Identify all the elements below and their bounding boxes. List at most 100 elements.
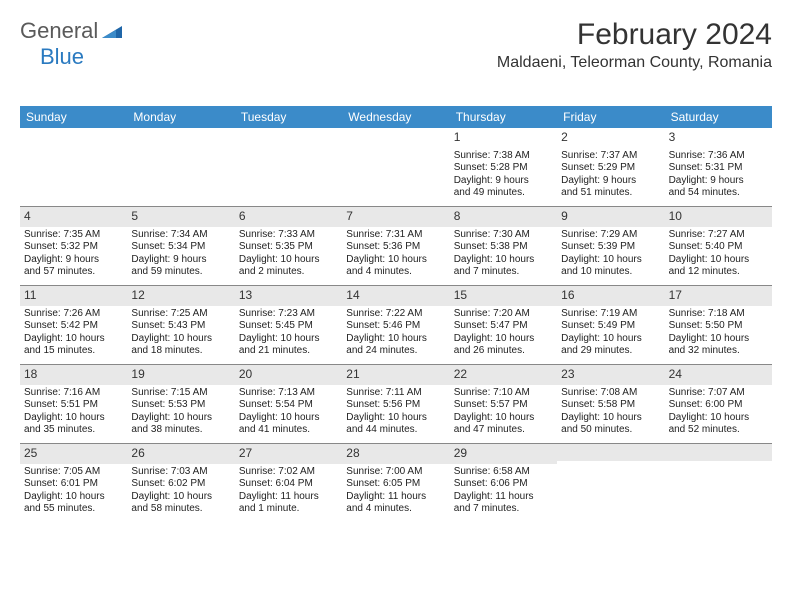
header: General February 2024 Maldaeni, Teleorma…	[20, 18, 772, 72]
daylight-text: Daylight: 10 hours	[24, 412, 123, 425]
calendar-cell: 8Sunrise: 7:30 AMSunset: 5:38 PMDaylight…	[450, 207, 557, 285]
daylight-text: Daylight: 9 hours	[561, 175, 660, 188]
sunset-text: Sunset: 5:57 PM	[454, 399, 553, 412]
day-number: 19	[131, 367, 144, 381]
sunset-text: Sunset: 5:40 PM	[669, 241, 768, 254]
sunset-text: Sunset: 5:42 PM	[24, 320, 123, 333]
day-number-row: 19	[127, 365, 234, 385]
daylight-text: and 12 minutes.	[669, 266, 768, 279]
day-number: 15	[454, 288, 467, 302]
sunset-text: Sunset: 5:46 PM	[346, 320, 445, 333]
sunrise-text: Sunrise: 7:03 AM	[131, 466, 230, 479]
daylight-text: and 29 minutes.	[561, 345, 660, 358]
day-number: 7	[346, 209, 353, 223]
daylight-text: and 55 minutes.	[24, 503, 123, 516]
sunrise-text: Sunrise: 7:16 AM	[24, 387, 123, 400]
sunrise-text: Sunrise: 7:34 AM	[131, 229, 230, 242]
sunrise-text: Sunrise: 7:36 AM	[669, 150, 768, 163]
day-number: 25	[24, 446, 37, 460]
day-number-row: 23	[557, 365, 664, 385]
sunrise-text: Sunrise: 7:35 AM	[24, 229, 123, 242]
sunrise-text: Sunrise: 7:38 AM	[454, 150, 553, 163]
calendar-cell: 12Sunrise: 7:25 AMSunset: 5:43 PMDayligh…	[127, 286, 234, 364]
daylight-text: Daylight: 11 hours	[454, 491, 553, 504]
day-number: 12	[131, 288, 144, 302]
sunset-text: Sunset: 5:32 PM	[24, 241, 123, 254]
daylight-text: Daylight: 10 hours	[346, 254, 445, 267]
sunset-text: Sunset: 6:04 PM	[239, 478, 338, 491]
daylight-text: Daylight: 9 hours	[24, 254, 123, 267]
title-block: February 2024 Maldaeni, Teleorman County…	[497, 18, 772, 72]
calendar-cell: 11Sunrise: 7:26 AMSunset: 5:42 PMDayligh…	[20, 286, 127, 364]
day-number-row: 5	[127, 207, 234, 227]
day-number-row	[665, 444, 772, 461]
daylight-text: Daylight: 11 hours	[239, 491, 338, 504]
day-number: 21	[346, 367, 359, 381]
day-number: 11	[24, 288, 36, 302]
calendar-cell: 6Sunrise: 7:33 AMSunset: 5:35 PMDaylight…	[235, 207, 342, 285]
day-number-row: 18	[20, 365, 127, 385]
day-number: 13	[239, 288, 252, 302]
day-header-row: Sunday Monday Tuesday Wednesday Thursday…	[20, 106, 772, 128]
daylight-text: Daylight: 10 hours	[561, 412, 660, 425]
location-text: Maldaeni, Teleorman County, Romania	[497, 54, 772, 72]
day-header-thu: Thursday	[450, 106, 557, 128]
sunrise-text: Sunrise: 7:31 AM	[346, 229, 445, 242]
day-number-row: 16	[557, 286, 664, 306]
day-number-row: 7	[342, 207, 449, 227]
daylight-text: and 2 minutes.	[239, 266, 338, 279]
calendar-cell: 4 Sunrise: 7:35 AMSunset: 5:32 PMDaylight…	[20, 207, 127, 285]
sunrise-text: Sunrise: 7:22 AM	[346, 308, 445, 321]
day-header-sat: Saturday	[665, 106, 772, 128]
daylight-text: and 38 minutes.	[131, 424, 230, 437]
day-number-row: 24	[665, 365, 772, 385]
day-number: 18	[24, 367, 37, 381]
daylight-text: and 21 minutes.	[239, 345, 338, 358]
logo-triangle-icon	[102, 22, 122, 43]
day-number-row: 13	[235, 286, 342, 306]
calendar-cell: 22Sunrise: 7:10 AMSunset: 5:57 PMDayligh…	[450, 365, 557, 443]
daylight-text: Daylight: 10 hours	[669, 412, 768, 425]
day-number-row: 17	[665, 286, 772, 306]
day-number: 4	[24, 209, 31, 223]
daylight-text: Daylight: 10 hours	[131, 333, 230, 346]
daylight-text: Daylight: 10 hours	[131, 412, 230, 425]
sunrise-text: Sunrise: 7:13 AM	[239, 387, 338, 400]
calendar-cell	[557, 444, 664, 522]
sunrise-text: Sunrise: 7:00 AM	[346, 466, 445, 479]
sunrise-text: Sunrise: 7:30 AM	[454, 229, 553, 242]
day-number-row: 9	[557, 207, 664, 227]
calendar-cell	[235, 128, 342, 206]
day-number-row: 25	[20, 444, 127, 464]
logo-text-blue: Blue	[40, 44, 84, 69]
daylight-text: Daylight: 10 hours	[24, 491, 123, 504]
sunrise-text: Sunrise: 7:02 AM	[239, 466, 338, 479]
calendar-cell: 28Sunrise: 7:00 AMSunset: 6:05 PMDayligh…	[342, 444, 449, 522]
sunset-text: Sunset: 5:49 PM	[561, 320, 660, 333]
calendar-cell: 1Sunrise: 7:38 AMSunset: 5:28 PMDaylight…	[450, 128, 557, 206]
calendar-cell	[20, 128, 127, 206]
day-number: 22	[454, 367, 467, 381]
day-number-row: 20	[235, 365, 342, 385]
sunrise-text: Sunrise: 7:05 AM	[24, 466, 123, 479]
daylight-text: and 4 minutes.	[346, 266, 445, 279]
calendar-cell: 2Sunrise: 7:37 AMSunset: 5:29 PMDaylight…	[557, 128, 664, 206]
sunset-text: Sunset: 5:38 PM	[454, 241, 553, 254]
sunset-text: Sunset: 5:31 PM	[669, 162, 768, 175]
day-header-sun: Sunday	[20, 106, 127, 128]
daylight-text: and 1 minute.	[239, 503, 338, 516]
daylight-text: and 18 minutes.	[131, 345, 230, 358]
sunrise-text: Sunrise: 7:29 AM	[561, 229, 660, 242]
sunrise-text: Sunrise: 7:08 AM	[561, 387, 660, 400]
day-number-row: 29	[450, 444, 557, 464]
sunset-text: Sunset: 5:53 PM	[131, 399, 230, 412]
sunset-text: Sunset: 5:47 PM	[454, 320, 553, 333]
day-number-row: 21	[342, 365, 449, 385]
day-number: 28	[346, 446, 359, 460]
sunrise-text: Sunrise: 7:25 AM	[131, 308, 230, 321]
day-number: 26	[131, 446, 144, 460]
daylight-text: and 32 minutes.	[669, 345, 768, 358]
calendar-cell: 10Sunrise: 7:27 AMSunset: 5:40 PMDayligh…	[665, 207, 772, 285]
day-number: 8	[454, 209, 461, 223]
daylight-text: Daylight: 11 hours	[346, 491, 445, 504]
